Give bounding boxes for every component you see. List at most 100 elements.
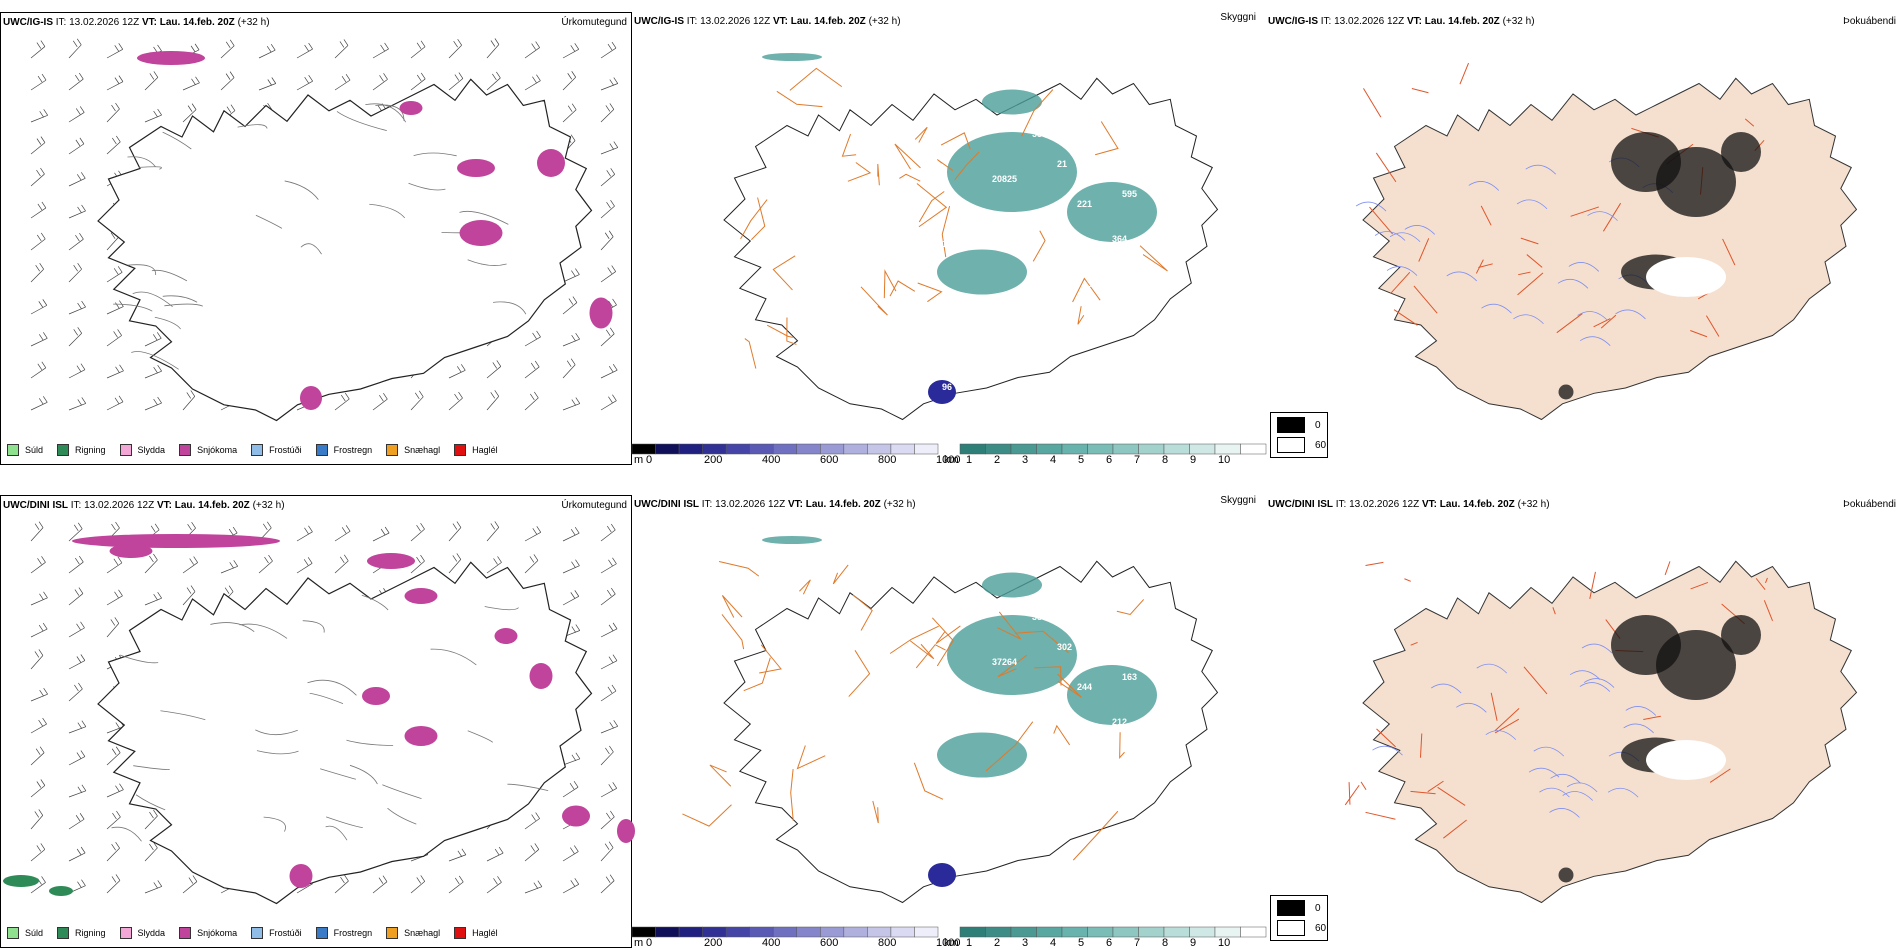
wind-barb — [334, 73, 351, 91]
visibility-unit: km — [944, 937, 959, 949]
wind-barb — [524, 880, 543, 894]
terrain-contour — [133, 765, 170, 770]
road — [1375, 152, 1397, 183]
road — [1518, 271, 1531, 276]
visibility-tick: 10 — [1218, 454, 1231, 466]
river — [1476, 663, 1508, 674]
legend-swatch — [251, 444, 264, 456]
river — [1386, 266, 1418, 276]
visibility-tick: 9 — [1190, 454, 1197, 466]
river — [1533, 746, 1565, 757]
snow-area — [289, 864, 313, 888]
fog-type-label: Þokuábendi — [1843, 16, 1896, 27]
terrain-contour — [346, 739, 394, 746]
lead-time: (+32 h) — [252, 500, 285, 511]
terrain-contour — [239, 623, 288, 639]
terrain-contour — [263, 816, 286, 832]
wind-barb — [106, 589, 123, 606]
wind-barb — [410, 40, 426, 59]
height-colorbar — [631, 443, 939, 455]
it-label: IT: — [701, 499, 713, 510]
wind-barb — [562, 559, 580, 574]
road — [894, 143, 921, 170]
road — [1494, 708, 1520, 732]
road — [1363, 88, 1382, 118]
panel-title: UWC/DINI ISL IT: 13.02.2026 12Z VT: Lau.… — [634, 499, 916, 510]
low-visibility-area — [1067, 182, 1157, 242]
road — [1690, 581, 1709, 590]
low-visibility-area — [762, 536, 822, 544]
road — [1072, 810, 1119, 861]
road — [889, 625, 939, 654]
wind-barb — [600, 327, 615, 347]
wind-barb — [296, 525, 313, 542]
wind-barb — [30, 332, 48, 347]
road — [799, 579, 811, 595]
height-tick: 400 — [762, 937, 781, 949]
terrain-contour — [210, 622, 255, 633]
cloud-base-label: 801 — [982, 119, 997, 129]
legend-swatch — [57, 927, 70, 939]
road — [1490, 692, 1498, 721]
road — [796, 745, 826, 770]
terrain-contour — [164, 303, 203, 307]
wind-barb — [68, 654, 86, 670]
road — [899, 173, 921, 182]
snow-area — [494, 628, 518, 644]
road — [1705, 315, 1720, 337]
legend-label: Frostúði — [269, 445, 302, 455]
road — [721, 614, 745, 650]
wind-barb — [600, 720, 619, 734]
snow-area — [562, 805, 590, 827]
fog-scale-label: 60 — [1315, 439, 1327, 451]
wind-barb — [448, 72, 464, 91]
height-colorbar-cell — [655, 926, 680, 938]
road — [914, 126, 928, 143]
low-visibility-area — [947, 132, 1077, 212]
legend-item: Frostúði — [251, 927, 302, 939]
height-unit: m — [634, 454, 644, 466]
wind-barb — [68, 621, 85, 638]
precip-legend: Súld Rigning Slydda Snjókoma Frostúði Frostre… — [7, 927, 498, 939]
terrain-contour — [326, 816, 363, 828]
wind-barb — [296, 42, 313, 59]
height-unit: m — [634, 937, 644, 949]
lead-time: (+32 h) — [1517, 499, 1550, 510]
wind-barb — [334, 554, 349, 574]
road — [759, 644, 782, 674]
visibility-colorbar — [959, 926, 1267, 938]
wind-barb — [372, 73, 388, 91]
height-tick: 800 — [878, 454, 897, 466]
visibility-tick: 10 — [1218, 937, 1231, 949]
terrain-contour — [131, 351, 179, 370]
legend-swatch — [386, 444, 399, 456]
river — [1579, 682, 1611, 692]
road — [1755, 578, 1766, 590]
cloud-base-label: 463 — [1072, 602, 1087, 612]
legend-label: Haglél — [472, 928, 498, 938]
terrain-contour — [135, 794, 166, 811]
panel-title: UWC/IG-IS IT: 13.02.2026 12Z VT: Lau. 14… — [3, 17, 270, 28]
cloud-base-label: 163 — [1122, 672, 1137, 682]
wind-barb — [144, 841, 158, 862]
fog-panel: UWC/IG-IS IT: 13.02.2026 12Z VT: Lau. 14… — [1266, 12, 1900, 465]
road — [1057, 673, 1082, 698]
terrain-contour — [237, 124, 268, 129]
visibility-unit: km — [944, 454, 959, 466]
road — [1570, 206, 1599, 217]
wind-barb — [600, 654, 618, 670]
height-tick: 600 — [820, 937, 839, 949]
wind-barb — [30, 299, 48, 315]
height-colorbar-cell — [914, 926, 939, 938]
wind-barb — [68, 172, 86, 187]
terrain-contour — [127, 264, 157, 276]
river — [1485, 730, 1517, 740]
forecast-row: UWC/IG-IS IT: 13.02.2026 12Z VT: Lau. 14… — [0, 12, 1900, 466]
terrain-contour — [430, 648, 477, 666]
wind-barb — [182, 103, 197, 123]
road — [1520, 237, 1539, 245]
terrain-contour — [162, 295, 198, 303]
road — [740, 199, 768, 240]
visibility-tick: 5 — [1078, 937, 1085, 949]
wind-barb — [600, 394, 617, 411]
